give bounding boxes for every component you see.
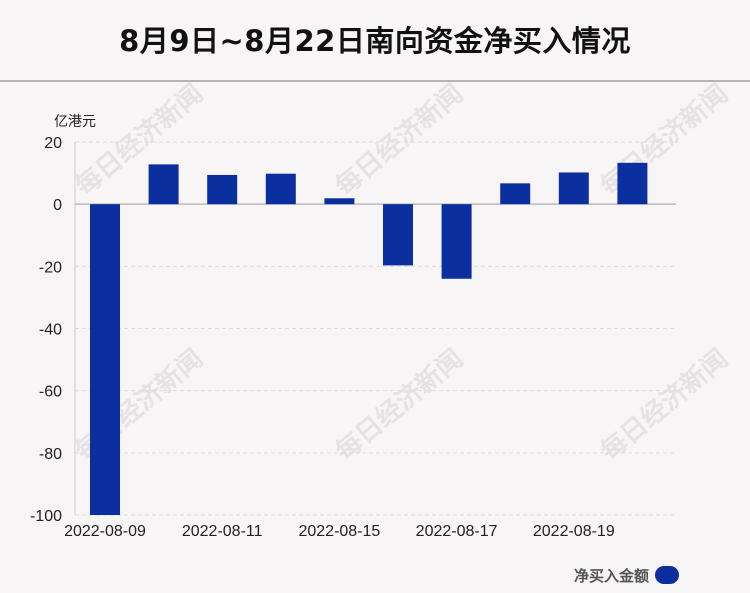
bar-2022-08-17 — [441, 204, 472, 279]
bar-2022-08-16 — [383, 204, 413, 266]
bar-2022-08-10 — [148, 164, 179, 205]
legend-label: 净买入金额 — [574, 566, 650, 585]
y-tick-label: -20 — [39, 259, 62, 276]
bar-2022-08-11 — [207, 174, 238, 205]
bar-2022-08-15 — [324, 198, 355, 205]
bar-2022-08-09 — [90, 204, 120, 515]
x-tick-label: 2022-08-17 — [416, 523, 498, 540]
x-tick-label: 2022-08-15 — [298, 523, 380, 540]
bar-2022-08-18 — [500, 183, 531, 205]
x-tick-label: 2022-08-09 — [64, 523, 146, 540]
legend-swatch — [655, 566, 680, 584]
bar-2022-08-22 — [617, 162, 648, 205]
y-tick-label: -60 — [39, 384, 62, 401]
bar-2022-08-12 — [265, 173, 296, 205]
y-axis-unit: 亿港元 — [54, 114, 96, 130]
y-tick-label: -100 — [30, 508, 62, 525]
x-tick-label: 2022-08-11 — [182, 523, 263, 540]
y-tick-label: 20 — [44, 135, 62, 152]
x-tick-label: 2022-08-19 — [533, 523, 615, 540]
title-divider — [0, 80, 750, 82]
y-tick-label: 0 — [53, 197, 62, 214]
y-tick-label: -40 — [39, 322, 62, 339]
bar-2022-08-19 — [558, 172, 589, 205]
legend: 净买入金额 — [574, 564, 680, 586]
y-tick-label: -80 — [39, 446, 62, 463]
chart-title: 8月9日~8月22日南向资金净买入情况 — [119, 24, 631, 58]
